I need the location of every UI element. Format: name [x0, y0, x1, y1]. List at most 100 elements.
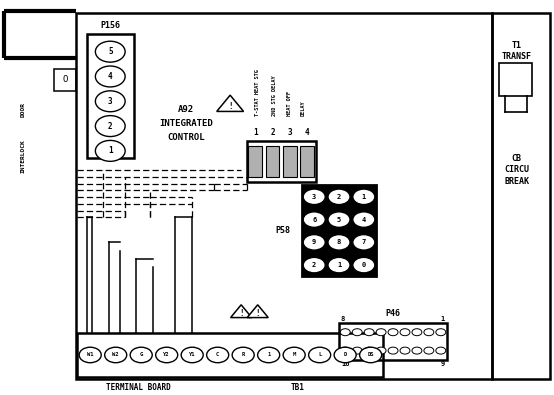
Circle shape: [400, 329, 410, 336]
Circle shape: [105, 347, 127, 363]
Circle shape: [328, 235, 350, 250]
Circle shape: [352, 347, 362, 354]
Bar: [499, 63, 532, 96]
Text: 8: 8: [341, 316, 345, 322]
Text: BREAK: BREAK: [504, 177, 529, 186]
Text: Y1: Y1: [189, 352, 196, 357]
Text: 9: 9: [312, 239, 316, 245]
Circle shape: [424, 329, 434, 336]
Circle shape: [353, 189, 375, 205]
Circle shape: [352, 329, 362, 336]
Circle shape: [258, 347, 280, 363]
Text: 1: 1: [253, 128, 258, 137]
Text: CB: CB: [512, 154, 522, 163]
Circle shape: [95, 66, 125, 87]
Text: L: L: [318, 352, 321, 357]
Circle shape: [364, 329, 374, 336]
Text: TB1: TB1: [291, 384, 305, 393]
Circle shape: [95, 91, 125, 112]
Text: 1: 1: [441, 316, 445, 322]
Text: Y2: Y2: [163, 352, 170, 357]
Text: T-STAT HEAT STG: T-STAT HEAT STG: [255, 69, 260, 116]
Text: DOOR: DOOR: [21, 102, 26, 117]
Polygon shape: [247, 305, 268, 318]
Circle shape: [303, 235, 325, 250]
Circle shape: [360, 347, 382, 363]
Bar: [76, 13, 492, 379]
Text: A92: A92: [178, 105, 194, 115]
Text: 16: 16: [341, 361, 350, 367]
Text: 0: 0: [362, 262, 366, 268]
Circle shape: [436, 329, 446, 336]
Text: D: D: [343, 352, 347, 357]
Text: !: !: [228, 102, 233, 111]
Circle shape: [400, 347, 410, 354]
Text: 1: 1: [108, 147, 112, 155]
Text: O: O: [62, 75, 68, 85]
Text: 3: 3: [288, 128, 292, 137]
Text: 3: 3: [312, 194, 316, 200]
Circle shape: [283, 347, 305, 363]
Bar: [87, 34, 134, 158]
Circle shape: [303, 258, 325, 273]
Bar: [283, 145, 297, 177]
Text: 7: 7: [362, 239, 366, 245]
Circle shape: [388, 329, 398, 336]
Text: 3: 3: [108, 97, 112, 106]
Circle shape: [309, 347, 331, 363]
Text: 5: 5: [108, 47, 112, 56]
Text: CIRCU: CIRCU: [504, 166, 529, 175]
Bar: [54, 69, 76, 90]
Text: 9: 9: [441, 361, 445, 367]
Text: TRANSF: TRANSF: [502, 52, 532, 61]
Polygon shape: [230, 305, 252, 318]
Bar: [248, 145, 262, 177]
Text: 4: 4: [362, 216, 366, 223]
Text: T1: T1: [512, 41, 522, 51]
Text: HEAT OFF: HEAT OFF: [286, 91, 291, 116]
Text: 2: 2: [108, 122, 112, 131]
Circle shape: [353, 212, 375, 228]
Text: 4: 4: [108, 72, 112, 81]
Circle shape: [303, 189, 325, 205]
Text: 2: 2: [312, 262, 316, 268]
Text: 2: 2: [270, 128, 275, 137]
Bar: [492, 13, 550, 379]
Text: 1: 1: [337, 262, 341, 268]
Text: DELAY: DELAY: [301, 100, 306, 116]
Circle shape: [424, 347, 434, 354]
Bar: [247, 141, 316, 182]
Bar: [265, 145, 279, 177]
Circle shape: [95, 116, 125, 137]
Circle shape: [156, 347, 178, 363]
Text: !: !: [255, 309, 260, 318]
Circle shape: [412, 347, 422, 354]
Text: CONTROL: CONTROL: [167, 132, 205, 141]
Text: 2: 2: [337, 194, 341, 200]
Circle shape: [181, 347, 203, 363]
Bar: [339, 323, 447, 360]
Circle shape: [340, 347, 350, 354]
Text: 1: 1: [267, 352, 270, 357]
Text: 6: 6: [312, 216, 316, 223]
Circle shape: [353, 258, 375, 273]
Text: M: M: [293, 352, 296, 357]
Text: P58: P58: [276, 226, 291, 235]
Circle shape: [436, 347, 446, 354]
Circle shape: [79, 347, 101, 363]
Circle shape: [95, 140, 125, 161]
Circle shape: [334, 347, 356, 363]
Circle shape: [388, 347, 398, 354]
Text: !: !: [239, 309, 244, 318]
Circle shape: [303, 212, 325, 228]
Text: 1: 1: [362, 194, 366, 200]
Circle shape: [353, 235, 375, 250]
Polygon shape: [217, 95, 244, 111]
Text: TERMINAL BOARD: TERMINAL BOARD: [106, 384, 171, 393]
Text: 5: 5: [337, 216, 341, 223]
Bar: [302, 185, 376, 276]
Circle shape: [95, 41, 125, 62]
Circle shape: [328, 258, 350, 273]
Text: INTERLOCK: INTERLOCK: [21, 139, 26, 173]
Text: W2: W2: [112, 352, 119, 357]
